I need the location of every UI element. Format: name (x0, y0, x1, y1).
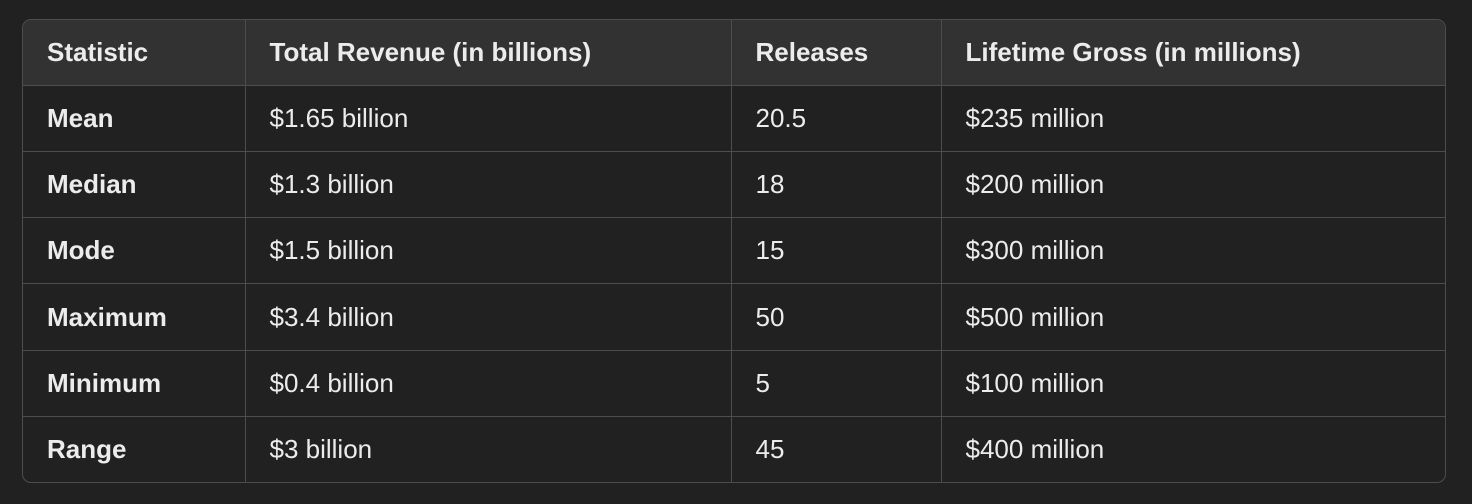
header-releases: Releases (731, 20, 942, 86)
table-row: Mean $1.65 billion 20.5 $235 million (23, 85, 1445, 153)
total-revenue-cell: $3.4 billion (245, 283, 732, 351)
total-revenue-cell: $0.4 billion (245, 350, 732, 417)
lifetime-gross-cell: $300 million (941, 217, 1445, 285)
lifetime-gross-cell: $200 million (941, 151, 1445, 219)
releases-cell: 18 (731, 151, 942, 219)
releases-cell: 5 (731, 350, 942, 417)
table-header-row: Statistic Total Revenue (in billions) Re… (23, 20, 1445, 86)
releases-cell: 45 (731, 416, 942, 482)
releases-cell: 20.5 (731, 85, 942, 153)
stat-label: Median (23, 151, 246, 219)
releases-cell: 15 (731, 217, 942, 285)
table-row: Median $1.3 billion 18 $200 million (23, 151, 1445, 219)
statistics-table: Statistic Total Revenue (in billions) Re… (23, 20, 1445, 482)
table-row: Mode $1.5 billion 15 $300 million (23, 217, 1445, 285)
header-lifetime-gross: Lifetime Gross (in millions) (941, 20, 1445, 86)
stat-label: Mean (23, 85, 246, 153)
total-revenue-cell: $1.3 billion (245, 151, 732, 219)
stat-label: Maximum (23, 283, 246, 351)
total-revenue-cell: $1.65 billion (245, 85, 732, 153)
table-row: Maximum $3.4 billion 50 $500 million (23, 283, 1445, 351)
stat-label: Mode (23, 217, 246, 285)
lifetime-gross-cell: $400 million (965, 433, 1105, 464)
table-row: Minimum $0.4 billion 5 $100 million (23, 350, 1445, 417)
lifetime-gross-cell: $100 million (941, 350, 1445, 417)
stat-label: Minimum (23, 350, 246, 417)
releases-cell: 50 (731, 283, 942, 351)
header-statistic: Statistic (23, 20, 246, 86)
lifetime-gross-cell: $235 million (941, 85, 1445, 153)
lifetime-gross-cell: $500 million (941, 283, 1445, 351)
total-revenue-cell: $1.5 billion (245, 217, 732, 285)
table-row: Range $3 billion 45 $400 million (23, 416, 1445, 482)
total-revenue-cell: $3 billion (245, 416, 732, 482)
statistics-table-container: Statistic Total Revenue (in billions) Re… (22, 19, 1446, 483)
header-total-revenue: Total Revenue (in billions) (245, 20, 732, 86)
stat-label: Range (23, 416, 246, 482)
